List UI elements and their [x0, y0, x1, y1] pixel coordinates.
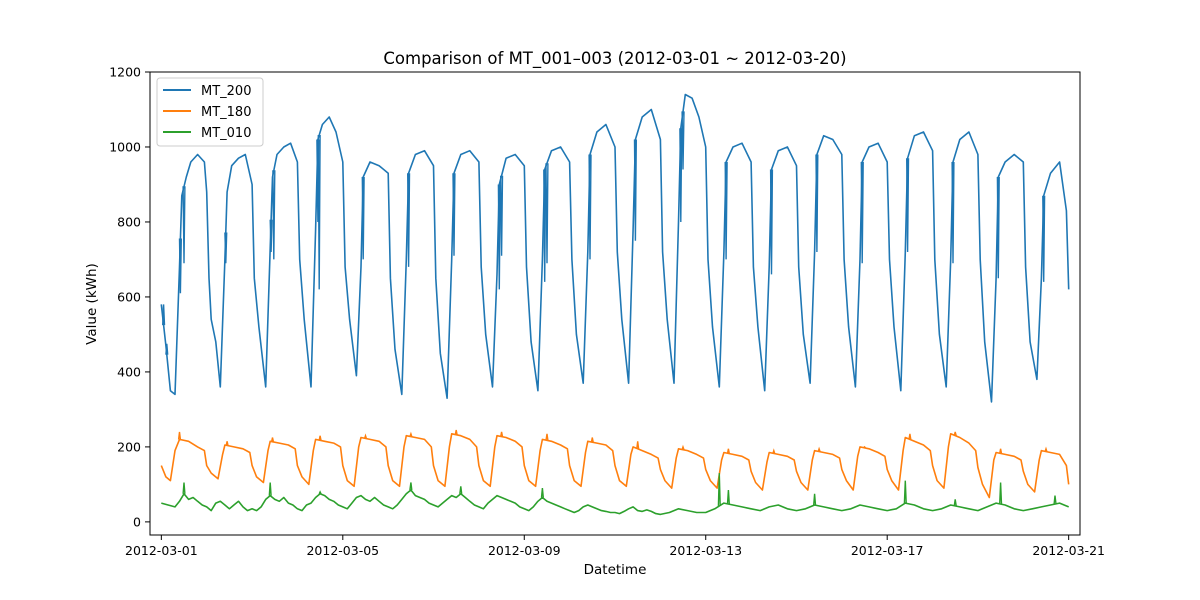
- x-axis: 2012-03-01 2012-03-05 2012-03-09 2012-03-13…: [125, 535, 1105, 558]
- series-spike-mt180: [953, 431, 957, 436]
- series-spike-mt200: [543, 169, 547, 282]
- series-spike-mt200: [178, 238, 182, 294]
- series-spike-mt200: [269, 219, 273, 253]
- series-spike-mt180: [1044, 446, 1048, 452]
- x-tick-label: 2012-03-09: [488, 543, 561, 558]
- legend-box: [156, 77, 264, 147]
- y-tick-label: 1200: [109, 65, 141, 80]
- series-spike-mt180: [318, 435, 322, 441]
- y-tick-label: 400: [117, 364, 141, 379]
- series-spike-mt010: [953, 499, 957, 507]
- series-spike-mt180: [545, 433, 549, 441]
- series-spike-mt200: [452, 173, 456, 256]
- series-line-mt200: [160, 93, 1070, 403]
- series-spike-mt010: [1053, 495, 1057, 505]
- series-spike-mt200: [681, 111, 685, 170]
- series-spike-mt180: [772, 448, 776, 454]
- series-spike-mt010: [813, 493, 817, 506]
- series-spike-mt010: [409, 482, 413, 491]
- chart-title: Comparison of MT_001–003 (2012-03-01 ~ 2…: [383, 49, 846, 69]
- x-axis-label: Datetime: [584, 562, 647, 578]
- series-spike-mt180: [999, 448, 1003, 454]
- series-spike-mt010: [999, 482, 1003, 505]
- series-spike-mt200: [588, 154, 592, 260]
- series-spike-mt180: [817, 446, 821, 452]
- series-spike-mt200: [272, 170, 276, 260]
- series-spike-mt180: [177, 431, 182, 440]
- x-tick-label: 2012-03-17: [851, 543, 924, 558]
- series-spike-mt200: [224, 232, 228, 264]
- x-tick-label: 2012-03-01: [125, 543, 198, 558]
- series-spike-mt180: [726, 448, 730, 454]
- series-line-mt180: [160, 432, 1070, 499]
- y-tick-label: 0: [133, 514, 141, 529]
- y-axis: 0 200 400 600 800 1000 1200: [109, 65, 150, 529]
- y-tick-label: 200: [117, 439, 141, 454]
- series-spike-mt200: [497, 184, 501, 290]
- series-spike-mt180: [636, 441, 640, 449]
- series-spike-mt200: [361, 176, 365, 260]
- series-spike-mt010: [903, 480, 907, 504]
- series-spike-mt010: [268, 482, 272, 496]
- series-spike-mt180: [681, 444, 685, 450]
- series-spike-mt010: [717, 473, 721, 506]
- series-spike-mt200: [724, 161, 728, 260]
- series-spike-mt010: [726, 489, 730, 505]
- series-spike-mt180: [454, 429, 458, 435]
- x-tick-label: 2012-03-21: [1032, 543, 1105, 558]
- series-spike-mt200: [906, 158, 910, 253]
- series-spike-mt180: [863, 445, 866, 449]
- series-spike-mt200: [679, 128, 683, 223]
- series-spike-mt010: [459, 486, 463, 494]
- plot-lines: [160, 93, 1070, 516]
- series-spike-mt200: [951, 161, 955, 264]
- legend-label-mt200: MT_200: [201, 84, 251, 99]
- y-tick-label: 1000: [109, 139, 141, 154]
- series-spike-mt180: [363, 433, 368, 439]
- legend-label-mt180: MT_180: [201, 105, 251, 120]
- y-axis-label: Value (kWh): [84, 263, 100, 345]
- series-spike-mt200: [407, 173, 411, 267]
- y-tick-label: 600: [117, 289, 141, 304]
- series-spike-mt180: [908, 433, 912, 440]
- series-spike-mt180: [500, 431, 504, 437]
- series-spike-mt200: [633, 139, 637, 241]
- series-spike-mt010: [318, 490, 322, 495]
- legend: MT_200 MT_180 MT_010: [156, 77, 264, 147]
- series-spike-mt200: [182, 186, 186, 264]
- series-spike-mt200: [162, 304, 166, 326]
- series-spike-mt010: [182, 482, 186, 494]
- series-spike-mt180: [270, 437, 275, 442]
- legend-label-mt010: MT_010: [201, 126, 251, 141]
- series-spike-mt180: [225, 441, 229, 446]
- series-spike-mt200: [500, 175, 504, 256]
- series-spike-mt200: [860, 161, 864, 264]
- series-spike-mt200: [1042, 195, 1046, 282]
- x-tick-label: 2012-03-05: [306, 543, 379, 558]
- series-spike-mt200: [545, 163, 549, 264]
- series-spike-mt180: [590, 437, 594, 443]
- x-tick-label: 2012-03-13: [669, 543, 742, 558]
- series-spike-mt200: [815, 154, 819, 253]
- series-spike-mt200: [769, 169, 774, 275]
- series-spike-mt200: [165, 343, 169, 355]
- series-line-mt010: [161, 489, 1070, 516]
- y-tick-label: 800: [117, 214, 141, 229]
- series-spike-mt200: [996, 176, 1000, 279]
- plot-frame: [149, 71, 1081, 536]
- series-spike-mt010: [540, 488, 544, 498]
- series-spike-mt180: [409, 431, 413, 437]
- series-spike-mt200: [317, 134, 321, 290]
